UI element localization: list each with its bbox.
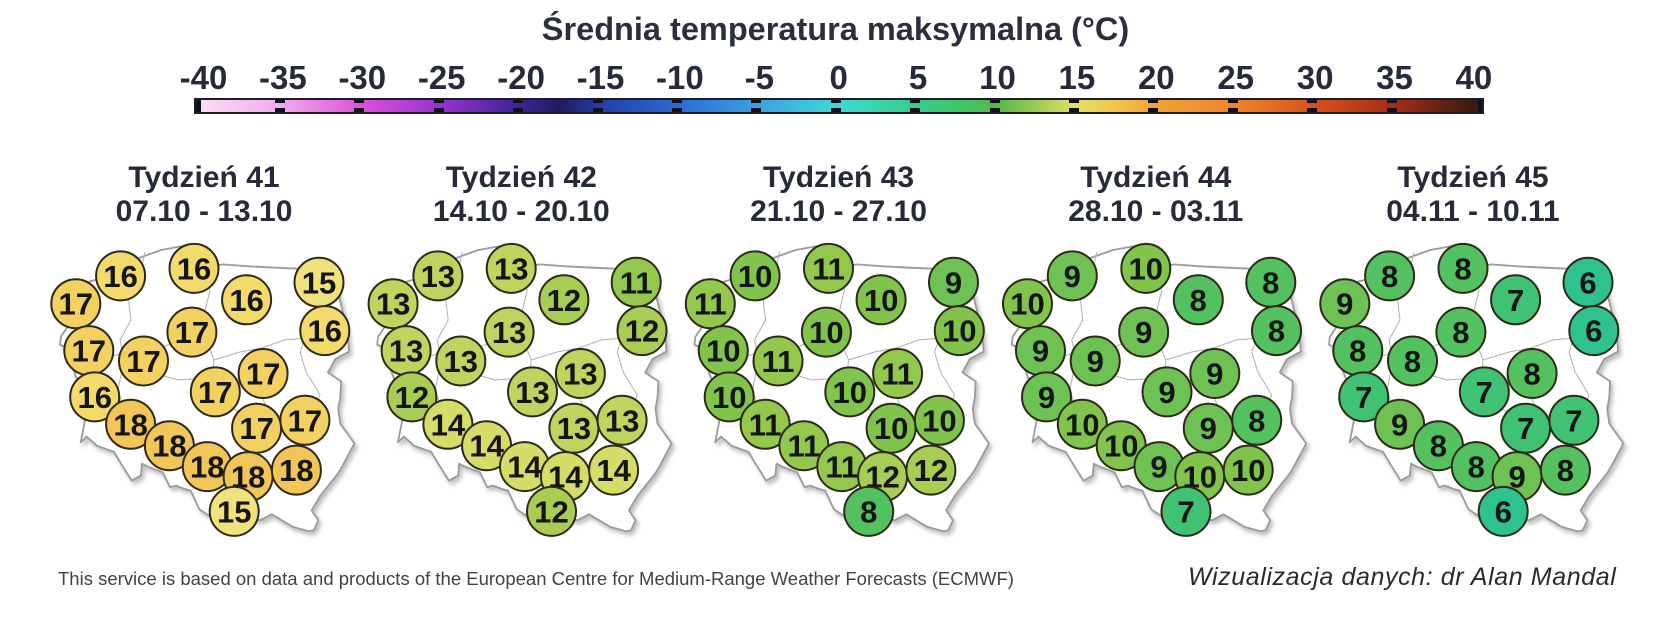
svg-text:10: 10 (1104, 429, 1138, 464)
svg-text:13: 13 (421, 259, 455, 294)
svg-text:10: 10 (833, 375, 867, 410)
svg-text:13: 13 (376, 287, 410, 322)
svg-text:12: 12 (625, 314, 659, 349)
svg-text:6: 6 (1585, 314, 1602, 349)
svg-text:12: 12 (534, 494, 568, 529)
svg-text:9: 9 (945, 265, 962, 300)
svg-text:9: 9 (1064, 259, 1081, 294)
svg-text:8: 8 (1262, 265, 1279, 300)
svg-text:7: 7 (1517, 411, 1534, 446)
svg-text:14: 14 (469, 429, 504, 464)
svg-text:10: 10 (1129, 251, 1163, 286)
svg-text:6: 6 (1495, 494, 1512, 529)
svg-text:13: 13 (515, 375, 549, 410)
svg-text:14: 14 (507, 450, 542, 485)
svg-text:10: 10 (874, 411, 908, 446)
svg-text:12: 12 (547, 283, 581, 318)
svg-text:14: 14 (596, 453, 631, 488)
svg-text:9: 9 (1087, 344, 1104, 379)
svg-text:16: 16 (77, 380, 111, 415)
svg-text:7: 7 (1565, 403, 1582, 438)
svg-text:9: 9 (1158, 375, 1175, 410)
svg-text:9: 9 (1508, 460, 1525, 495)
svg-text:18: 18 (152, 429, 186, 464)
svg-text:13: 13 (605, 403, 639, 438)
svg-text:10: 10 (809, 315, 843, 350)
svg-text:9: 9 (1206, 357, 1223, 392)
svg-text:10: 10 (706, 334, 740, 369)
svg-text:9: 9 (1038, 380, 1055, 415)
svg-text:10: 10 (1065, 407, 1099, 442)
svg-text:8: 8 (1349, 334, 1366, 369)
svg-text:13: 13 (492, 315, 526, 350)
svg-text:16: 16 (308, 314, 342, 349)
svg-text:17: 17 (246, 357, 280, 392)
svg-text:11: 11 (762, 344, 795, 379)
svg-text:16: 16 (229, 283, 263, 318)
svg-text:8: 8 (1248, 403, 1265, 438)
svg-text:11: 11 (825, 450, 858, 485)
svg-text:14: 14 (431, 407, 466, 442)
svg-text:8: 8 (1190, 283, 1207, 318)
svg-text:8: 8 (1454, 251, 1471, 286)
svg-text:17: 17 (126, 344, 160, 379)
svg-text:11: 11 (620, 265, 653, 300)
svg-text:8: 8 (1404, 344, 1421, 379)
svg-text:11: 11 (881, 357, 914, 392)
svg-text:18: 18 (190, 450, 224, 485)
svg-text:9: 9 (1200, 411, 1217, 446)
svg-text:13: 13 (389, 334, 423, 369)
svg-text:15: 15 (217, 494, 251, 529)
svg-text:11: 11 (788, 429, 821, 464)
svg-text:13: 13 (444, 344, 478, 379)
svg-text:9: 9 (1391, 407, 1408, 442)
svg-text:10: 10 (1010, 287, 1044, 322)
svg-text:17: 17 (72, 334, 106, 369)
svg-text:17: 17 (288, 403, 322, 438)
svg-text:10: 10 (1231, 453, 1265, 488)
svg-text:12: 12 (395, 380, 429, 415)
svg-text:17: 17 (239, 411, 273, 446)
svg-text:13: 13 (557, 411, 591, 446)
svg-text:10: 10 (942, 314, 976, 349)
svg-text:8: 8 (860, 494, 877, 529)
svg-text:7: 7 (1355, 380, 1372, 415)
svg-text:11: 11 (812, 251, 845, 286)
svg-text:17: 17 (198, 375, 232, 410)
svg-text:16: 16 (177, 251, 211, 286)
svg-text:8: 8 (1468, 450, 1485, 485)
svg-text:11: 11 (749, 407, 782, 442)
svg-text:7: 7 (1476, 375, 1493, 410)
svg-text:13: 13 (563, 357, 597, 392)
svg-text:9: 9 (1032, 334, 1049, 369)
svg-text:18: 18 (279, 453, 313, 488)
svg-text:8: 8 (1523, 357, 1540, 392)
svg-text:9: 9 (1336, 287, 1353, 322)
svg-text:9: 9 (1150, 450, 1167, 485)
svg-text:6: 6 (1579, 265, 1596, 300)
svg-text:12: 12 (914, 453, 948, 488)
svg-text:10: 10 (864, 283, 898, 318)
svg-text:18: 18 (113, 407, 147, 442)
svg-text:8: 8 (1381, 259, 1398, 294)
svg-text:9: 9 (1135, 315, 1152, 350)
svg-text:7: 7 (1177, 494, 1194, 529)
svg-text:17: 17 (59, 287, 93, 322)
svg-text:15: 15 (302, 265, 336, 300)
svg-text:17: 17 (175, 315, 209, 350)
svg-text:13: 13 (494, 251, 528, 286)
svg-text:8: 8 (1452, 315, 1469, 350)
svg-text:8: 8 (1557, 453, 1574, 488)
svg-text:10: 10 (922, 403, 956, 438)
svg-text:8: 8 (1430, 429, 1447, 464)
svg-text:10: 10 (738, 259, 772, 294)
svg-text:11: 11 (694, 287, 727, 322)
svg-text:7: 7 (1507, 283, 1524, 318)
svg-text:10: 10 (712, 380, 746, 415)
svg-text:16: 16 (103, 259, 137, 294)
svg-text:8: 8 (1268, 314, 1285, 349)
